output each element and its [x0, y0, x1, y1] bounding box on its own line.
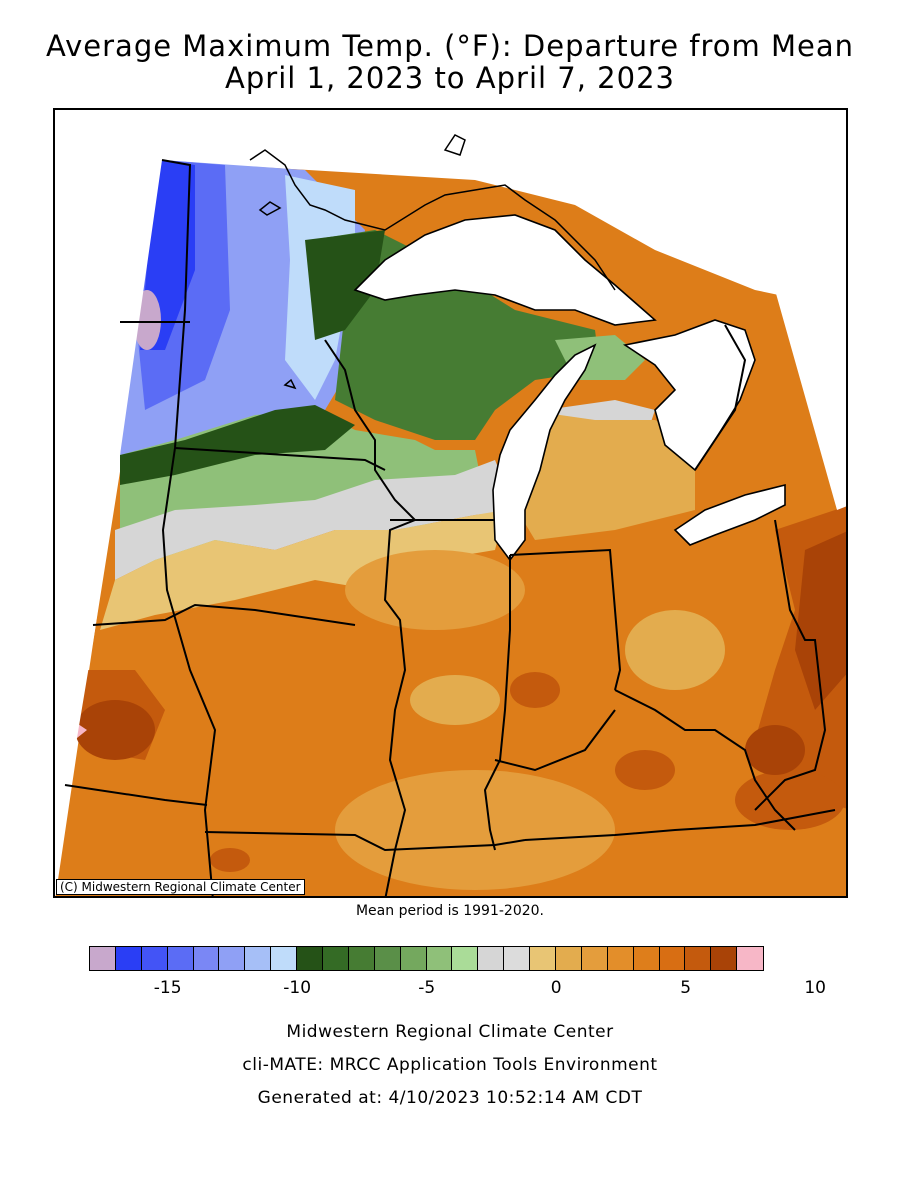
mean-period-note: Mean period is 1991-2020.: [355, 903, 545, 919]
footer-generated: Generated at: 4/10/2023 10:52:14 AM CDT: [257, 1088, 643, 1108]
legend-swatch: [556, 947, 582, 970]
coastline: [249, 134, 616, 390]
legend-swatch: [374, 947, 401, 970]
legend-swatch: [297, 947, 324, 970]
legend-swatch: [633, 947, 660, 970]
lake-michigan: [492, 343, 597, 562]
legend-swatch: [323, 947, 349, 970]
legend-tick-label: 0: [550, 978, 562, 998]
legend-tick-label: -10: [283, 978, 312, 998]
legend-swatch: [90, 947, 116, 970]
legend-swatch: [659, 947, 686, 970]
legend-swatch: [271, 947, 298, 970]
legend-swatch: [504, 947, 531, 970]
legend-swatch: [115, 947, 142, 970]
outside-domain-mask: [55, 110, 846, 896]
legend-swatch: [711, 947, 738, 970]
map-frame: [53, 108, 848, 898]
legend-swatch: [607, 947, 634, 970]
legend-swatch: [245, 947, 272, 970]
legend-swatch: [452, 947, 479, 970]
legend-swatch: [530, 947, 557, 970]
map-date-range: April 1, 2023 to April 7, 2023: [225, 61, 675, 95]
lake-superior: [353, 214, 657, 326]
legend-tick-label: 5: [680, 978, 692, 998]
legend-swatch: [193, 947, 220, 970]
legend-tick-label: 10: [804, 978, 827, 998]
legend-swatch: [478, 947, 505, 970]
map-copyright: (C) Midwestern Regional Climate Center: [56, 879, 305, 895]
legend-tick-label: -5: [418, 978, 436, 998]
lake-erie: [673, 483, 786, 546]
color-legend: [89, 946, 765, 971]
legend-swatch: [685, 947, 712, 970]
footer-organization: Midwestern Regional Climate Center: [286, 1022, 614, 1042]
legend-swatch: [737, 947, 764, 970]
map-title: Average Maximum Temp. (°F): Departure fr…: [45, 29, 855, 63]
legend-tick-label: -15: [153, 978, 182, 998]
map-svg: [55, 110, 846, 896]
legend-swatch: [141, 947, 168, 970]
state-boundaries: [64, 159, 836, 896]
legend-swatch: [426, 947, 453, 970]
legend-swatch: [581, 947, 608, 970]
legend-swatch: [348, 947, 375, 970]
legend-swatch: [400, 947, 427, 970]
footer-tool: cli-MATE: MRCC Application Tools Environ…: [242, 1055, 658, 1075]
legend-swatch: [167, 947, 194, 970]
great-lakes: [353, 214, 786, 562]
legend-swatch: [219, 947, 246, 970]
